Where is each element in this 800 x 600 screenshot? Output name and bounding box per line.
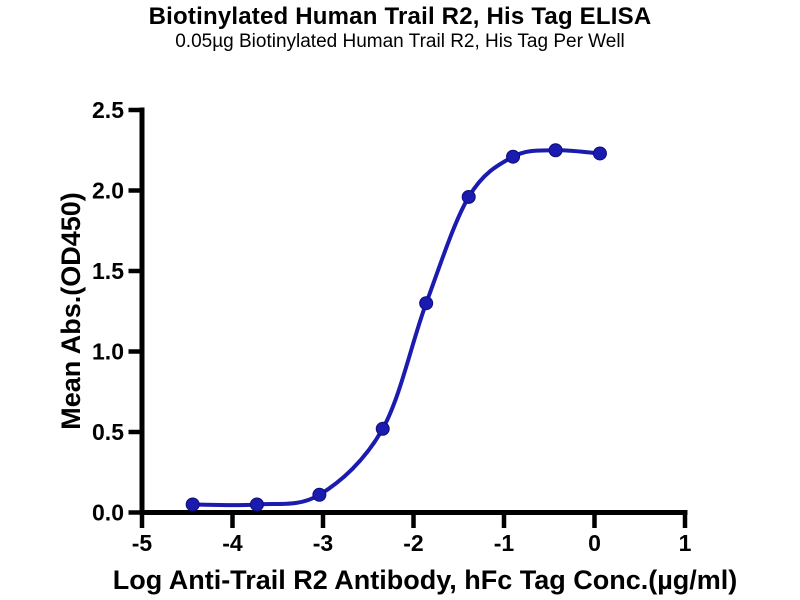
- y-axis-tick-labels: 0.0 0.5 1.0 1.5 2.0 2.5: [92, 97, 124, 526]
- data-point: [249, 497, 264, 512]
- y-tick-label: 1.5: [92, 258, 124, 284]
- axes: [139, 107, 688, 515]
- fit-curve: [192, 148, 601, 508]
- x-axis-ticks: [139, 512, 688, 528]
- x-tick-label: -2: [403, 530, 423, 556]
- data-point: [461, 189, 476, 204]
- y-tick-label: 1.0: [92, 339, 124, 365]
- x-tick-label: 0: [588, 530, 601, 556]
- y-tick-label: 0.0: [92, 500, 124, 526]
- y-tick-label: 0.5: [92, 419, 124, 445]
- x-axis-title: Log Anti-Trail R2 Antibody, hFc Tag Conc…: [113, 565, 738, 595]
- axis-spine: [139, 107, 688, 515]
- chart-subtitle: 0.05µg Biotinylated Human Trail R2, His …: [175, 31, 625, 52]
- data-point: [375, 421, 390, 436]
- y-axis-ticks: [128, 107, 142, 515]
- data-point: [592, 146, 607, 161]
- x-tick-label: -3: [313, 530, 333, 556]
- y-tick-label: 2.0: [92, 178, 124, 204]
- data-point: [548, 143, 563, 158]
- data-point: [419, 296, 434, 311]
- data-points: [185, 143, 607, 512]
- y-tick-label: 2.5: [92, 97, 124, 123]
- x-tick-label: -5: [132, 530, 153, 556]
- x-tick-label: -4: [222, 530, 243, 556]
- data-point: [185, 497, 200, 512]
- x-tick-label: 1: [679, 530, 692, 556]
- data-point: [312, 487, 327, 502]
- x-tick-label: -1: [494, 530, 515, 556]
- data-point: [506, 149, 521, 164]
- x-axis-tick-labels: -5 -4 -3 -2 -1 0 1: [132, 530, 692, 556]
- y-axis-title: Mean Abs.(OD450): [56, 192, 86, 430]
- chart-title: Biotinylated Human Trail R2, His Tag ELI…: [148, 3, 652, 30]
